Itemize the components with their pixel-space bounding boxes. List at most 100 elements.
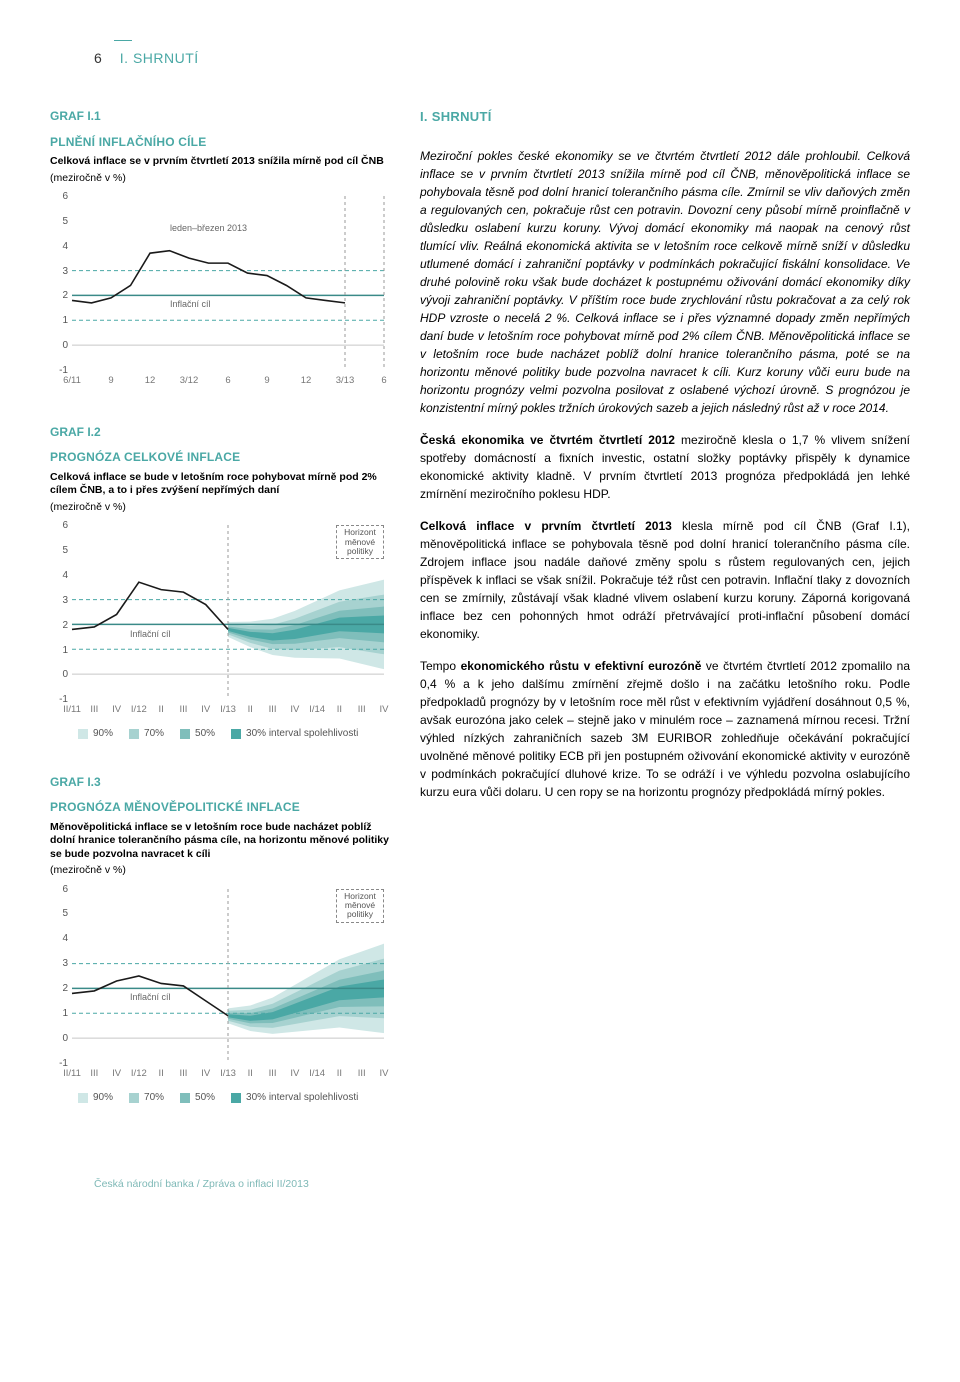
para-3-bold: Celková inflace v prvním čtvrtletí 2013 [420, 519, 672, 533]
legend-label: 90% [93, 1091, 113, 1106]
xtick-label: IV [380, 703, 389, 717]
legend-label: 70% [144, 727, 164, 742]
ytick-label: 4 [50, 240, 68, 255]
header-rule [50, 40, 910, 54]
left-column: GRAF I.1 PLNĚNÍ INFLAČNÍHO CÍLE Celková … [50, 108, 390, 1137]
legend-item: 30% interval spolehlivosti [231, 1091, 358, 1106]
para-4-rest: ve čtvrtém čtvrtletí 2012 zpomalilo na 0… [420, 659, 910, 799]
para-1-text: Meziroční pokles české ekonomiky se ve č… [420, 149, 910, 415]
xtick-label: IV [112, 1067, 121, 1081]
ytick-label: 4 [50, 932, 68, 947]
graf-i3-subtitle: Měnověpolitická inflace se v letošním ro… [50, 821, 390, 862]
annot-target: Inflační cíl [170, 298, 211, 311]
legend-item: 70% [129, 1091, 164, 1106]
xtick-label: II [248, 703, 253, 717]
xtick-label: 3/12 [180, 374, 199, 388]
xtick-label: 6 [225, 374, 230, 388]
xtick-label: II [159, 703, 164, 717]
ytick-label: 0 [50, 1032, 68, 1047]
xtick-label: I/12 [131, 703, 147, 717]
xtick-label: IV [290, 1067, 299, 1081]
legend-label: 50% [195, 727, 215, 742]
para-3: Celková inflace v prvním čtvrtletí 2013 … [420, 517, 910, 643]
ytick-label: 1 [50, 644, 68, 659]
graf-i2-subtitle: Celková inflace se bude v letošním roce … [50, 471, 390, 498]
ytick-label: 2 [50, 289, 68, 304]
xtick-label: 6/11 [63, 374, 81, 388]
xtick-label: IV [112, 703, 121, 717]
ytick-label: 5 [50, 907, 68, 922]
xtick-label: 12 [301, 374, 312, 388]
graf-i1-title: PLNĚNÍ INFLAČNÍHO CÍLE [50, 134, 390, 151]
chart-i2: -10123456II/11IIIIVI/12IIIIIIVI/13IIIIII… [50, 521, 390, 721]
xtick-label: III [269, 703, 277, 717]
xtick-label: IV [380, 1067, 389, 1081]
legend-swatch [180, 1093, 190, 1103]
ytick-label: 5 [50, 215, 68, 230]
legend-item: 50% [180, 1091, 215, 1106]
legend-item: 70% [129, 727, 164, 742]
legend-swatch [78, 729, 88, 739]
right-column: I. SHRNUTÍ Meziroční pokles české ekonom… [420, 108, 910, 1137]
legend-swatch [129, 729, 139, 739]
ytick-label: 2 [50, 619, 68, 634]
page: 6 I. SHRNUTÍ GRAF I.1 PLNĚNÍ INFLAČNÍHO … [0, 0, 960, 1222]
ytick-label: 6 [50, 519, 68, 534]
legend-label: 70% [144, 1091, 164, 1106]
annot-period: leden–březen 2013 [170, 222, 247, 235]
graf-i2: GRAF I.2 PROGNÓZA CELKOVÉ INFLACE Celkov… [50, 424, 390, 742]
chart-i3: -10123456II/11IIIIVI/12IIIIIIVI/13IIIIII… [50, 885, 390, 1085]
xtick-label: 9 [108, 374, 113, 388]
xtick-label: III [358, 1067, 366, 1081]
xtick-label: IV [290, 703, 299, 717]
legend-label: 50% [195, 1091, 215, 1106]
ytick-label: 3 [50, 957, 68, 972]
xtick-label: I/14 [309, 703, 325, 717]
xtick-label: III [90, 703, 98, 717]
para-4-pre: Tempo [420, 659, 461, 673]
legend-item: 90% [78, 727, 113, 742]
legend-i2: 90% 70% 50% 30% interval spolehlivosti [50, 727, 390, 742]
ytick-label: 1 [50, 1007, 68, 1022]
graf-i3: GRAF I.3 PROGNÓZA MĚNOVĚPOLITICKÉ INFLAC… [50, 774, 390, 1105]
legend-label: 30% interval spolehlivosti [246, 727, 358, 742]
xtick-label: 9 [264, 374, 269, 388]
footer-text: Česká národní banka / Zpráva o inflaci I… [94, 1178, 309, 1190]
xtick-label: II/11 [63, 703, 81, 717]
horizon-box: Horizontměnovépolitiky [336, 525, 384, 559]
ytick-label: 0 [50, 339, 68, 354]
ytick-label: 3 [50, 265, 68, 280]
xtick-label: III [269, 1067, 277, 1081]
graf-i2-label: GRAF I.2 [50, 424, 390, 441]
legend-swatch [78, 1093, 88, 1103]
xtick-label: I/14 [309, 1067, 325, 1081]
para-4: Tempo ekonomického růstu v efektivní eur… [420, 657, 910, 801]
chart-i1: -101234566/119123/1269123/136leden–březe… [50, 192, 390, 392]
legend-item: 30% interval spolehlivosti [231, 727, 358, 742]
graf-i1-label: GRAF I.1 [50, 108, 390, 125]
ytick-label: 3 [50, 594, 68, 609]
graf-i2-title: PROGNÓZA CELKOVÉ INFLACE [50, 449, 390, 466]
horizon-box: Horizontměnovépolitiky [336, 889, 384, 923]
xtick-label: II/11 [63, 1067, 81, 1081]
ytick-label: 6 [50, 883, 68, 898]
graf-i3-unit: (meziročně v %) [50, 863, 390, 878]
xtick-label: III [179, 1067, 187, 1081]
ytick-label: 6 [50, 190, 68, 205]
xtick-label: II [337, 703, 342, 717]
xtick-label: 3/13 [336, 374, 355, 388]
xtick-label: 6 [381, 374, 386, 388]
ytick-label: 4 [50, 569, 68, 584]
para-3-rest: klesla mírně pod cíl ČNB (Graf I.1), měn… [420, 519, 910, 641]
para-2: Česká ekonomika ve čtvrtém čtvrtletí 201… [420, 431, 910, 503]
xtick-label: I/12 [131, 1067, 147, 1081]
ytick-label: 2 [50, 982, 68, 997]
annot-target: Inflační cíl [130, 991, 171, 1004]
graf-i3-title: PROGNÓZA MĚNOVĚPOLITICKÉ INFLACE [50, 799, 390, 816]
section-title: I. SHRNUTÍ [420, 108, 910, 127]
legend-label: 30% interval spolehlivosti [246, 1091, 358, 1106]
xtick-label: III [90, 1067, 98, 1081]
ytick-label: 1 [50, 314, 68, 329]
xtick-label: II [248, 1067, 253, 1081]
xtick-label: II [159, 1067, 164, 1081]
